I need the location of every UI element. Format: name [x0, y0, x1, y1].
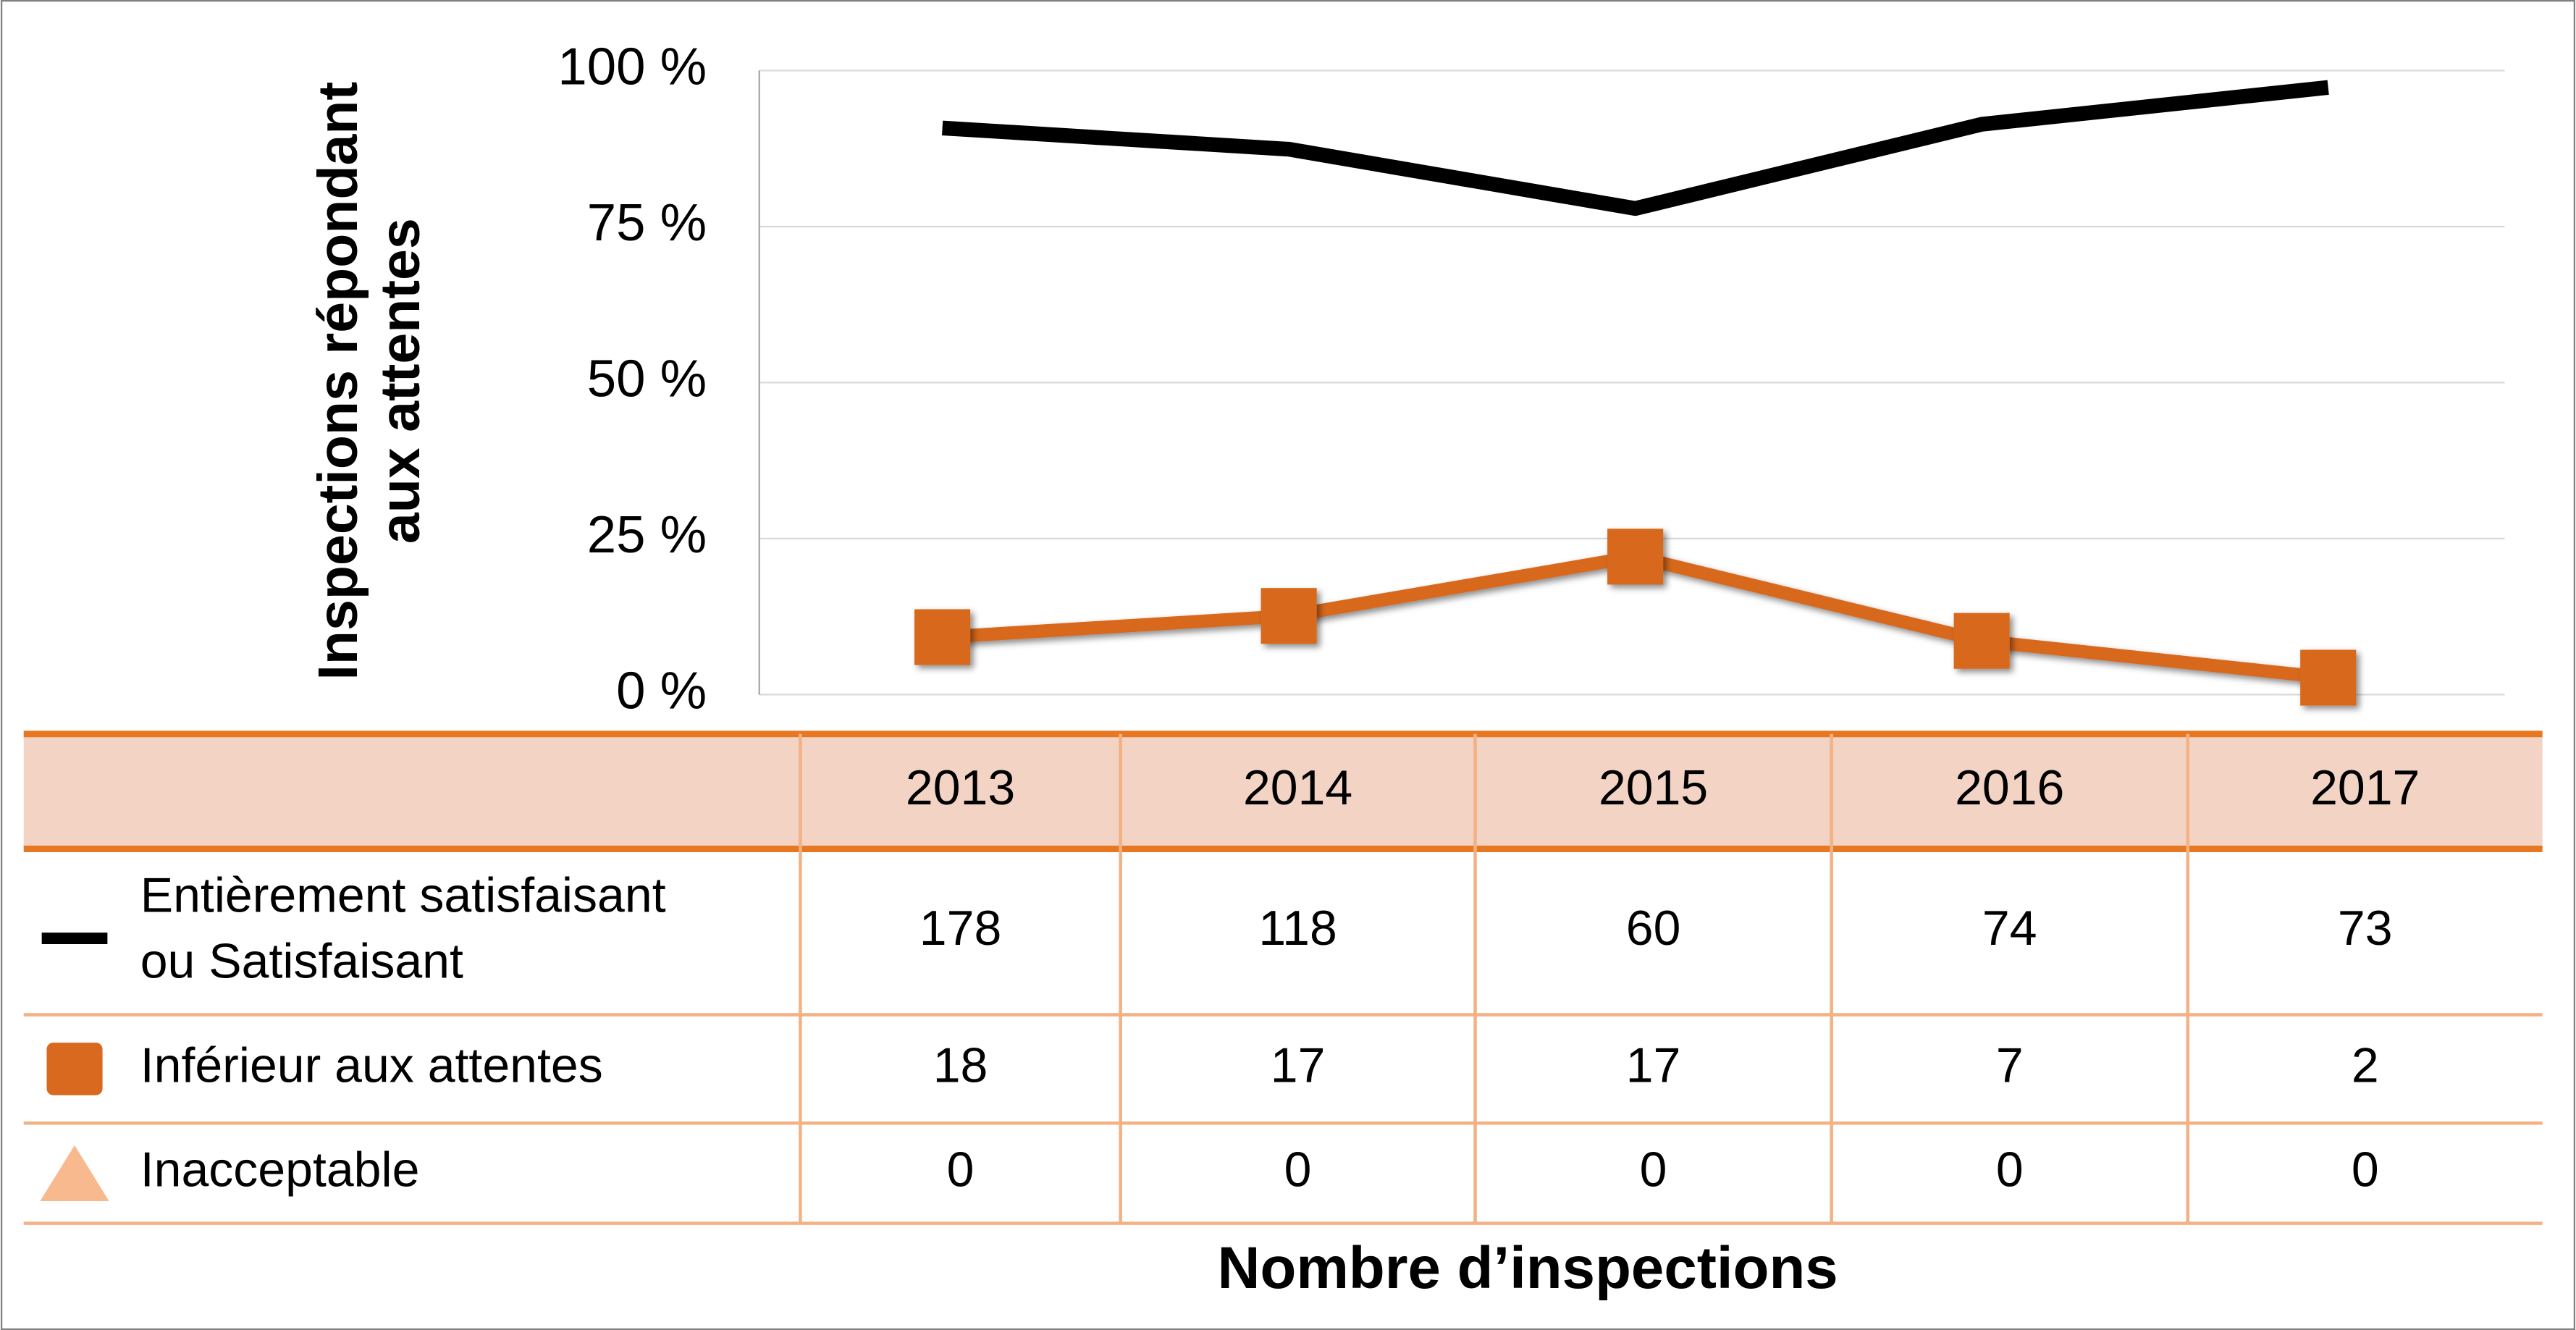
- x-axis-title: Nombre d’inspections: [1218, 1235, 1838, 1301]
- table-cell: 178: [919, 901, 1001, 956]
- table-cell: 0: [1996, 1142, 2024, 1197]
- table-cell: 0: [947, 1142, 975, 1197]
- column-header: 2017: [2310, 760, 2420, 815]
- legend-swatch: [40, 1145, 109, 1201]
- table-cell: 17: [1271, 1038, 1326, 1093]
- series-line: [941, 80, 2329, 216]
- y-tick-label: 0 %: [616, 661, 707, 720]
- y-axis-title: Inspections répondant aux attentes: [307, 82, 432, 681]
- table-cell: 0: [1640, 1142, 1667, 1197]
- table-cell: 73: [2338, 901, 2393, 956]
- table-cell: 18: [933, 1038, 988, 1093]
- column-header: 2016: [1955, 760, 2064, 815]
- legend-swatch: [46, 1043, 103, 1095]
- column-header: 2013: [906, 760, 1015, 815]
- legend-label: Inacceptable: [140, 1142, 420, 1197]
- point-marker: [1260, 588, 1317, 644]
- y-tick-label: 100 %: [557, 38, 707, 96]
- table-cell: 118: [1258, 901, 1337, 956]
- legend-label: ou Satisfaisant: [140, 933, 463, 988]
- table-header-bg: [23, 733, 2543, 849]
- point-marker: [1953, 613, 2010, 669]
- table-cell: 2: [2352, 1038, 2379, 1093]
- legend-label: Inférieur aux attentes: [140, 1038, 603, 1093]
- table-cell: 17: [1626, 1038, 1681, 1093]
- table-cell: 7: [1996, 1038, 2024, 1093]
- column-header: 2014: [1243, 760, 1352, 815]
- y-axis-title-line: Inspections répondant: [307, 82, 369, 681]
- table-cell: 60: [1626, 901, 1681, 956]
- legend-label: Entièrement satisfaisant: [140, 868, 666, 923]
- point-marker: [2300, 649, 2357, 706]
- column-header: 2015: [1599, 760, 1708, 815]
- y-tick-label: 25 %: [587, 505, 707, 564]
- point-marker: [914, 609, 971, 665]
- y-tick-label: 50 %: [587, 350, 707, 408]
- y-tick-label: 75 %: [587, 193, 707, 252]
- y-axis-title-line: aux attentes: [369, 218, 432, 544]
- table-cell: 0: [2352, 1142, 2379, 1197]
- table-cell: 0: [1284, 1142, 1312, 1197]
- point-marker: [1607, 529, 1664, 585]
- table-cell: 74: [1982, 901, 2037, 956]
